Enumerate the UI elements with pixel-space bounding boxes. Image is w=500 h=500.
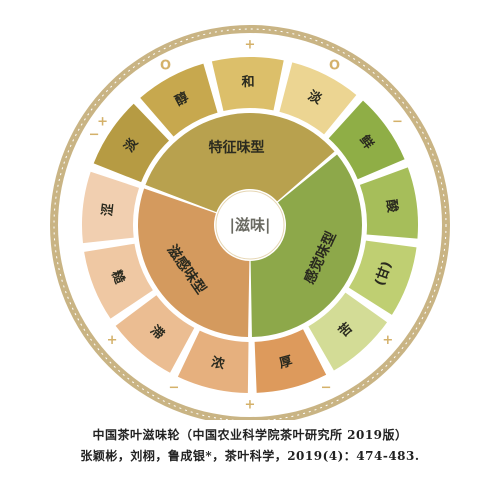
sign-marker: − — [392, 114, 403, 129]
caption-title: 中国茶叶滋味轮（中国农业科学院茶叶研究所 2019版） — [92, 428, 408, 442]
sign-marker: + — [107, 333, 118, 348]
sign-marker: + — [245, 398, 256, 413]
outer-segment-label: 浓 — [210, 354, 227, 373]
outer-segment — [328, 100, 405, 180]
sign-marker: O — [160, 59, 171, 74]
inner-segment — [138, 188, 250, 337]
outer-segment-label: 涩 — [100, 202, 116, 217]
sign-marker: − — [168, 381, 179, 396]
outer-segment — [177, 330, 249, 393]
inner-segment — [250, 154, 363, 337]
center-disc — [215, 190, 285, 260]
outer-segment — [254, 329, 327, 393]
wheel-center: |滋味| — [215, 190, 285, 260]
frame-dotted-line — [53, 28, 447, 420]
sign-marker: − — [89, 128, 100, 143]
outer-segment-label: 酸 — [383, 198, 401, 214]
inner-segment-label: 特征味型 — [208, 139, 264, 156]
caption-reference: 张颖彬，刘栩，鲁成银*，茶叶科学，2019(4)：474-483. — [80, 449, 420, 463]
sign-marker: − — [321, 381, 332, 396]
outer-segment — [359, 167, 418, 239]
outer-segment — [81, 171, 140, 244]
sign-marker: + — [382, 333, 393, 348]
outer-segment — [140, 63, 218, 137]
inner-segment — [145, 113, 335, 213]
outer-segment-label: 糙 — [108, 268, 128, 286]
sign-marker: + — [245, 38, 256, 53]
outer-segment — [348, 240, 417, 315]
outer-segment — [308, 292, 388, 371]
outer-segment-label: 和 — [241, 74, 254, 90]
outer-segment — [279, 62, 357, 135]
sign-marker: O — [329, 59, 340, 74]
sign-marker: + — [97, 114, 108, 129]
wheel-sign-markers: +O+O−+−+−+− — [89, 38, 403, 413]
outer-segment — [211, 56, 284, 112]
outer-segment — [84, 243, 153, 319]
outer-segment — [115, 295, 195, 373]
outer-segment — [93, 103, 170, 183]
outer-segment-label: 厚 — [278, 353, 295, 372]
center-label: |滋味| — [230, 216, 271, 235]
